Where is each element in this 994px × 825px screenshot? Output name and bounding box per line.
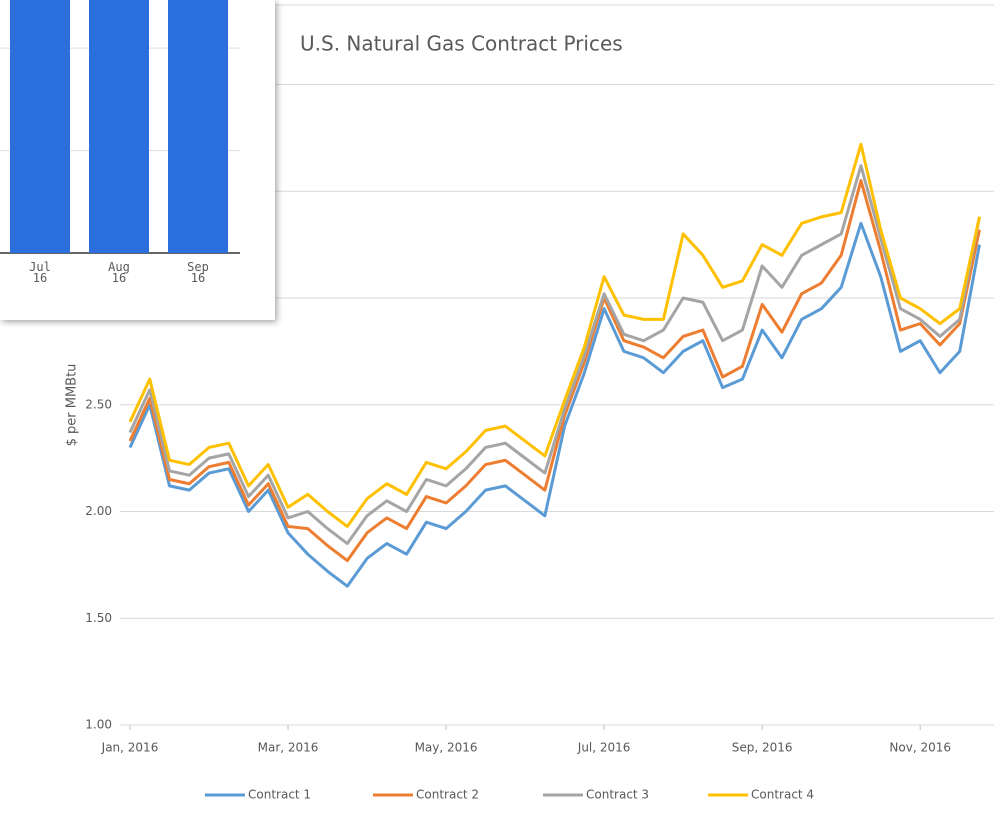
legend-label: Contract 4 (751, 788, 814, 802)
bar (10, 0, 70, 253)
x-tick-label: Nov, 2016 (889, 741, 951, 755)
bar (168, 0, 228, 253)
chart-title: U.S. Natural Gas Contract Prices (300, 32, 623, 56)
x-tick-label-line: Aug (108, 260, 130, 274)
x-tick-label: May, 2016 (415, 741, 478, 755)
y-tick-label: 2.00 (85, 504, 112, 518)
x-tick-label-line: Jul (29, 260, 51, 274)
series-line (128, 142, 981, 528)
legend-label: Contract 2 (416, 788, 479, 802)
y-axis-label: $ per MMBtu (65, 364, 80, 447)
series-line (128, 221, 981, 588)
legend-label: Contract 3 (586, 788, 649, 802)
x-tick-label: Jul 16 (29, 260, 51, 285)
bar (89, 0, 149, 253)
y-tick-label: 1.00 (85, 718, 112, 732)
series-line (128, 179, 981, 563)
x-tick-label-line: 16 (33, 271, 47, 285)
x-tick-label: Aug 16 (108, 260, 130, 285)
x-tick-label-line: 16 (191, 271, 205, 285)
x-tick-label: Jul, 2016 (577, 741, 631, 755)
series-line (128, 164, 981, 546)
x-tick-label: Mar, 2016 (258, 741, 319, 755)
x-tick-label: Sep 16 (187, 260, 209, 285)
x-tick-label: Sep, 2016 (732, 741, 793, 755)
x-tick-label-line: 16 (112, 271, 126, 285)
legend-label: Contract 1 (248, 788, 311, 802)
x-tick-label-line: Sep (187, 260, 209, 274)
x-tick-label: Jan, 2016 (101, 741, 159, 755)
y-tick-label: 1.50 (85, 611, 112, 625)
y-tick-label: 2.50 (85, 397, 112, 411)
